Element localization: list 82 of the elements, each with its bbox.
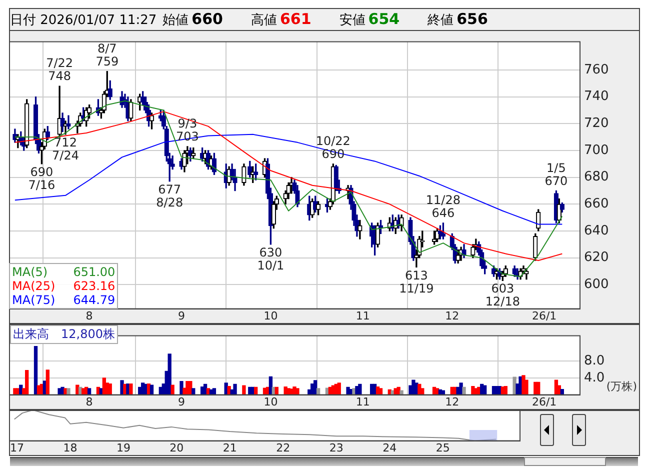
bar [536, 382, 540, 395]
x-tick-label: 20 [170, 441, 184, 454]
y-axis-title: (万株) [606, 378, 637, 394]
bar [459, 382, 463, 395]
x-tick-label: 26/1 [532, 309, 557, 322]
x-tick-label: 24 [382, 441, 397, 454]
bar [560, 388, 564, 395]
x-tick-label: 21 [222, 441, 237, 454]
bar [400, 390, 404, 395]
x-tick-label: 9 [178, 395, 185, 408]
annotation: 644.79 [73, 292, 116, 307]
annotation: 8/7 759 [96, 41, 119, 68]
bar [66, 388, 70, 395]
x-tick-label: 19 [116, 441, 130, 454]
x-tick-label: 17 [10, 441, 24, 454]
annotation: 712 7/24 [52, 136, 79, 163]
bar [483, 385, 487, 395]
annotation: 630 10/1 [257, 246, 284, 273]
text: MA(25) [12, 278, 56, 293]
bar [296, 388, 300, 395]
x-tick-label: 11 [356, 395, 370, 408]
bar [180, 380, 184, 395]
bar [46, 370, 50, 395]
text: MA(5) [12, 264, 48, 279]
bar [420, 388, 424, 395]
x-tick-label: 25 [436, 441, 450, 454]
bar [34, 346, 38, 395]
y-tick-label: 760 [584, 62, 609, 78]
x-tick-label: 9 [178, 309, 185, 322]
annotation: 651.00 [73, 264, 116, 279]
annotation: 603 12/18 [485, 282, 520, 309]
y-tick-label: 4.0 [584, 370, 605, 386]
x-tick-label: 18 [63, 441, 78, 454]
text: MA(75) [12, 292, 56, 307]
bar [233, 384, 237, 395]
x-tick-label: 23 [329, 441, 344, 454]
bar [108, 384, 112, 395]
bar [358, 384, 362, 395]
bar [274, 386, 278, 395]
chart-title: 出来高 12,800株 [10, 325, 118, 344]
bar [504, 386, 508, 395]
y-tick-label: 720 [584, 116, 609, 132]
text: 始値 660 高値 661 安値 654 終値 656 [162, 10, 488, 28]
y-tick-label: 8.0 [584, 353, 605, 368]
bar [378, 388, 383, 395]
bar [337, 382, 341, 395]
y-tick-label: 600 [584, 277, 609, 292]
bar [316, 388, 320, 395]
annotation: 677 8/28 [156, 182, 184, 210]
annotation: 623.16 [73, 278, 116, 293]
bar [254, 386, 258, 395]
bar [192, 388, 196, 395]
y-tick-label: 660 [584, 196, 609, 212]
y-tick-label: 700 [584, 142, 609, 158]
annotation: 613 11/19 [399, 268, 434, 296]
y-tick-label: 640 [584, 223, 609, 238]
x-tick-label: 8 [86, 309, 93, 322]
x-tick-label: 8 [86, 395, 93, 408]
bar [242, 385, 246, 395]
bar [170, 384, 174, 395]
chart-title: 日付 2026/01/07 11:27 [10, 13, 157, 28]
bar [25, 370, 29, 395]
y-tick-label: 680 [584, 170, 609, 185]
x-tick-label: 10 [264, 395, 278, 408]
bar [212, 388, 216, 395]
x-tick-label: 11 [356, 309, 370, 322]
x-tick-label: 12 [445, 309, 460, 322]
annotation: 7/22 748 [46, 56, 74, 84]
x-tick-label: 22 [276, 441, 290, 454]
bar [462, 386, 466, 395]
y-tick-label: 740 [584, 89, 609, 104]
annotation: 1/5 670 [544, 160, 568, 188]
x-tick-label: 12 [445, 395, 460, 408]
annotation: 690 7/16 [28, 165, 56, 192]
bar [150, 384, 154, 395]
annotation: 11/28 646 [426, 193, 460, 220]
bar [87, 388, 92, 395]
x-tick-label: 10 [264, 309, 278, 322]
bar [129, 384, 133, 395]
bar [227, 386, 231, 395]
y-tick-label: 620 [584, 250, 609, 266]
x-tick-label: 26/1 [532, 395, 557, 408]
